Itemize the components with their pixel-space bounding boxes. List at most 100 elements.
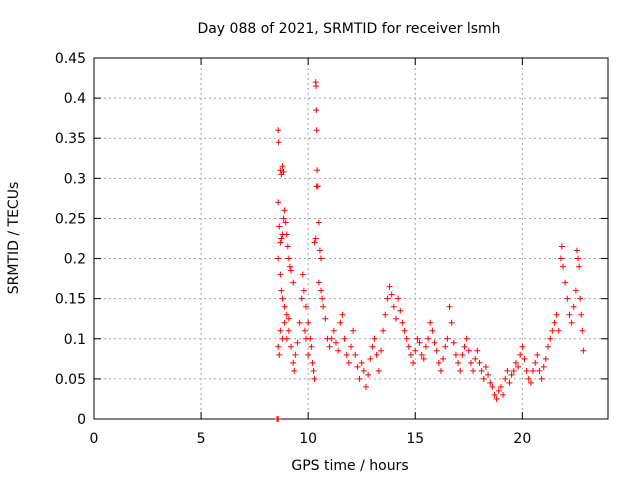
- data-point: [371, 335, 378, 342]
- data-point: [308, 343, 315, 350]
- data-point: [278, 235, 285, 242]
- data-point: [280, 168, 287, 175]
- data-point: [310, 367, 317, 374]
- data-point: [305, 319, 312, 326]
- data-point: [313, 107, 320, 114]
- data-point: [504, 367, 511, 374]
- data-point: [312, 235, 319, 242]
- data-point: [405, 343, 412, 350]
- data-point: [290, 359, 297, 366]
- data-point: [311, 239, 318, 246]
- data-point: [313, 83, 320, 90]
- data-point: [277, 327, 284, 334]
- x-tick-label: 5: [197, 431, 206, 447]
- data-point: [282, 219, 289, 226]
- data-point: [318, 255, 325, 262]
- data-point: [446, 303, 453, 310]
- y-tick-label: 0: [77, 412, 86, 428]
- data-point: [431, 339, 438, 346]
- data-point: [392, 315, 399, 322]
- data-point: [314, 167, 321, 174]
- data-point: [401, 327, 408, 334]
- data-point: [472, 355, 479, 362]
- y-tick-label: 0.15: [55, 292, 86, 308]
- data-point: [433, 347, 440, 354]
- data-point: [467, 359, 474, 366]
- data-point: [578, 311, 585, 318]
- data-point: [444, 335, 451, 342]
- data-point: [463, 335, 470, 342]
- data-point: [510, 367, 517, 374]
- data-point: [410, 359, 417, 366]
- y-axis: 0 0.05 0.1 0.15 0.2 0.25 0.3 0.35 0.4 0.45: [55, 51, 608, 428]
- data-point: [572, 287, 579, 294]
- data-point: [577, 295, 584, 302]
- data-point: [280, 215, 287, 222]
- data-point: [399, 319, 406, 326]
- data-point: [354, 363, 361, 370]
- data-point: [337, 319, 344, 326]
- data-point: [540, 363, 547, 370]
- data-point: [461, 343, 468, 350]
- data-point: [358, 359, 365, 366]
- data-point: [412, 347, 419, 354]
- data-point: [311, 375, 318, 382]
- data-point: [343, 351, 350, 358]
- data-point: [457, 367, 464, 374]
- data-point: [284, 243, 291, 250]
- data-point: [521, 355, 528, 362]
- data-point: [420, 355, 427, 362]
- data-point: [316, 247, 323, 254]
- data-point: [285, 255, 292, 262]
- data-point: [542, 355, 549, 362]
- data-point: [382, 311, 389, 318]
- data-point: [470, 367, 477, 374]
- data-point: [487, 379, 494, 386]
- data-point: [403, 335, 410, 342]
- data-point: [290, 279, 297, 286]
- data-point: [517, 351, 524, 358]
- data-point: [292, 351, 299, 358]
- data-point: [427, 319, 434, 326]
- data-point: [564, 295, 571, 302]
- y-tick-label: 0.2: [64, 252, 86, 268]
- data-point: [545, 343, 552, 350]
- plot-frame: [93, 57, 609, 420]
- data-point: [303, 303, 310, 310]
- data-point: [276, 223, 283, 230]
- data-point: [335, 347, 342, 354]
- data-point: [395, 295, 402, 302]
- data-point: [281, 319, 288, 326]
- data-point: [285, 315, 292, 322]
- data-point: [285, 327, 292, 334]
- data-point: [275, 127, 282, 134]
- data-point: [551, 319, 558, 326]
- y-axis-label: SRMTID / TECUs: [6, 182, 22, 295]
- data-point: [418, 351, 425, 358]
- data-point: [566, 311, 573, 318]
- data-point: [275, 199, 282, 206]
- data-point: [448, 319, 455, 326]
- data-point: [288, 343, 295, 350]
- data-point: [348, 343, 354, 350]
- data-point: [281, 303, 288, 310]
- data-point: [579, 327, 586, 334]
- chart-title: Day 088 of 2021, SRMTID for receiver lsm…: [197, 21, 500, 37]
- x-tick-label: 20: [513, 431, 531, 447]
- data-point: [283, 311, 290, 318]
- data-point: [568, 319, 575, 326]
- data-point: [465, 347, 472, 354]
- data-point: [414, 335, 421, 342]
- data-point: [283, 231, 290, 238]
- data-point: [386, 283, 393, 290]
- data-point: [291, 367, 298, 374]
- data-point: [296, 319, 303, 326]
- data-point: [495, 387, 502, 394]
- data-point: [440, 355, 447, 362]
- data-point: [512, 359, 519, 366]
- data-point: [562, 279, 569, 286]
- data-point: [330, 327, 337, 334]
- data-point: [459, 351, 466, 358]
- data-point: [278, 287, 285, 294]
